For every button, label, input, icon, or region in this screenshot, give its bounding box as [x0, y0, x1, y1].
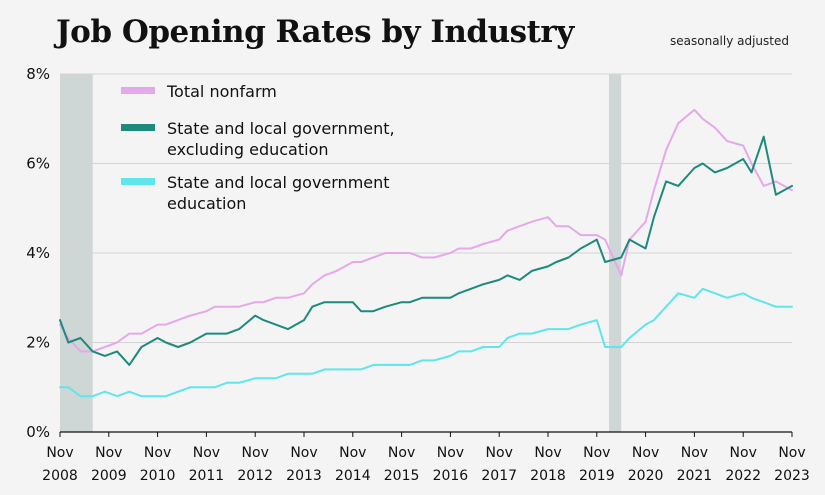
x-tick-label-year: 2015 [384, 468, 420, 484]
x-tick-label-month: Nov [778, 445, 805, 461]
x-tick-label-month: Nov [242, 445, 269, 461]
x-tick-label-year: 2023 [774, 468, 810, 484]
y-axis: 0% 2% 4% 6% 8% [26, 65, 50, 441]
x-tick-label-year: 2013 [286, 468, 322, 484]
x-tick-label-month: Nov [681, 445, 708, 461]
x-tick-label-year: 2017 [481, 468, 517, 484]
legend-swatch-state-local-edu [121, 178, 155, 185]
x-tick-label-year: 2012 [237, 468, 273, 484]
x-tick-label-year: 2018 [530, 468, 566, 484]
x-tick-label-year: 2022 [725, 468, 761, 484]
series-lines [59, 108, 793, 398]
x-tick-label-month: Nov [730, 445, 757, 461]
x-tick-label-month: Nov [339, 445, 366, 461]
x-tick-label-year: 2014 [335, 468, 371, 484]
legend-label-state-local-excl-edu: State and local government, excluding edu… [167, 119, 395, 159]
x-tick-label-year: 2021 [677, 468, 713, 484]
x-tick-label-month: Nov [437, 445, 464, 461]
x-axis: Nov 2008 Nov 2009 Nov 2010 Nov 2011 Nov 2012 Nov 20… [42, 432, 810, 484]
x-tick-label-month: Nov [486, 445, 513, 461]
y-tick-label: 4% [26, 244, 50, 262]
x-tick-label-year: 2009 [91, 468, 127, 484]
chart-title: Job Opening Rates by Industry [56, 14, 574, 50]
x-tick-label-month: Nov [534, 445, 561, 461]
x-tick-label-year: 2016 [433, 468, 469, 484]
x-tick-label-month: Nov [95, 445, 122, 461]
x-tick-label-month: Nov [632, 445, 659, 461]
legend-label-total-nonfarm: Total nonfarm [166, 82, 277, 101]
y-tick-label: 8% [26, 65, 50, 83]
series-line-state-local-edu [59, 287, 793, 398]
series-line-total-nonfarm [59, 108, 793, 353]
x-tick-label-month: Nov [583, 445, 610, 461]
series-line-state-local-excl-edu [59, 135, 793, 366]
x-tick-label-month: Nov [46, 445, 73, 461]
x-tick-label-month: Nov [290, 445, 317, 461]
legend-swatch-total-nonfarm [121, 87, 155, 94]
legend-label-state-local-edu: State and local government education [167, 173, 390, 213]
y-tick-label: 6% [26, 155, 50, 173]
x-tick-label-year: 2019 [579, 468, 615, 484]
y-tick-label: 0% [26, 423, 50, 441]
x-tick-label-month: Nov [144, 445, 171, 461]
x-tick-label-year: 2008 [42, 468, 78, 484]
x-tick-label-month: Nov [388, 445, 415, 461]
x-tick-label-month: Nov [193, 445, 220, 461]
x-tick-label-year: 2020 [628, 468, 664, 484]
chart-subtitle: seasonally adjusted [670, 34, 789, 48]
legend-swatch-state-local-excl-edu [121, 124, 155, 131]
gridlines [60, 73, 792, 433]
y-tick-label: 2% [26, 334, 50, 352]
legend: Total nonfarm State and local government,… [121, 82, 395, 213]
x-tick-label-year: 2010 [140, 468, 176, 484]
x-tick-label-year: 2011 [189, 468, 225, 484]
